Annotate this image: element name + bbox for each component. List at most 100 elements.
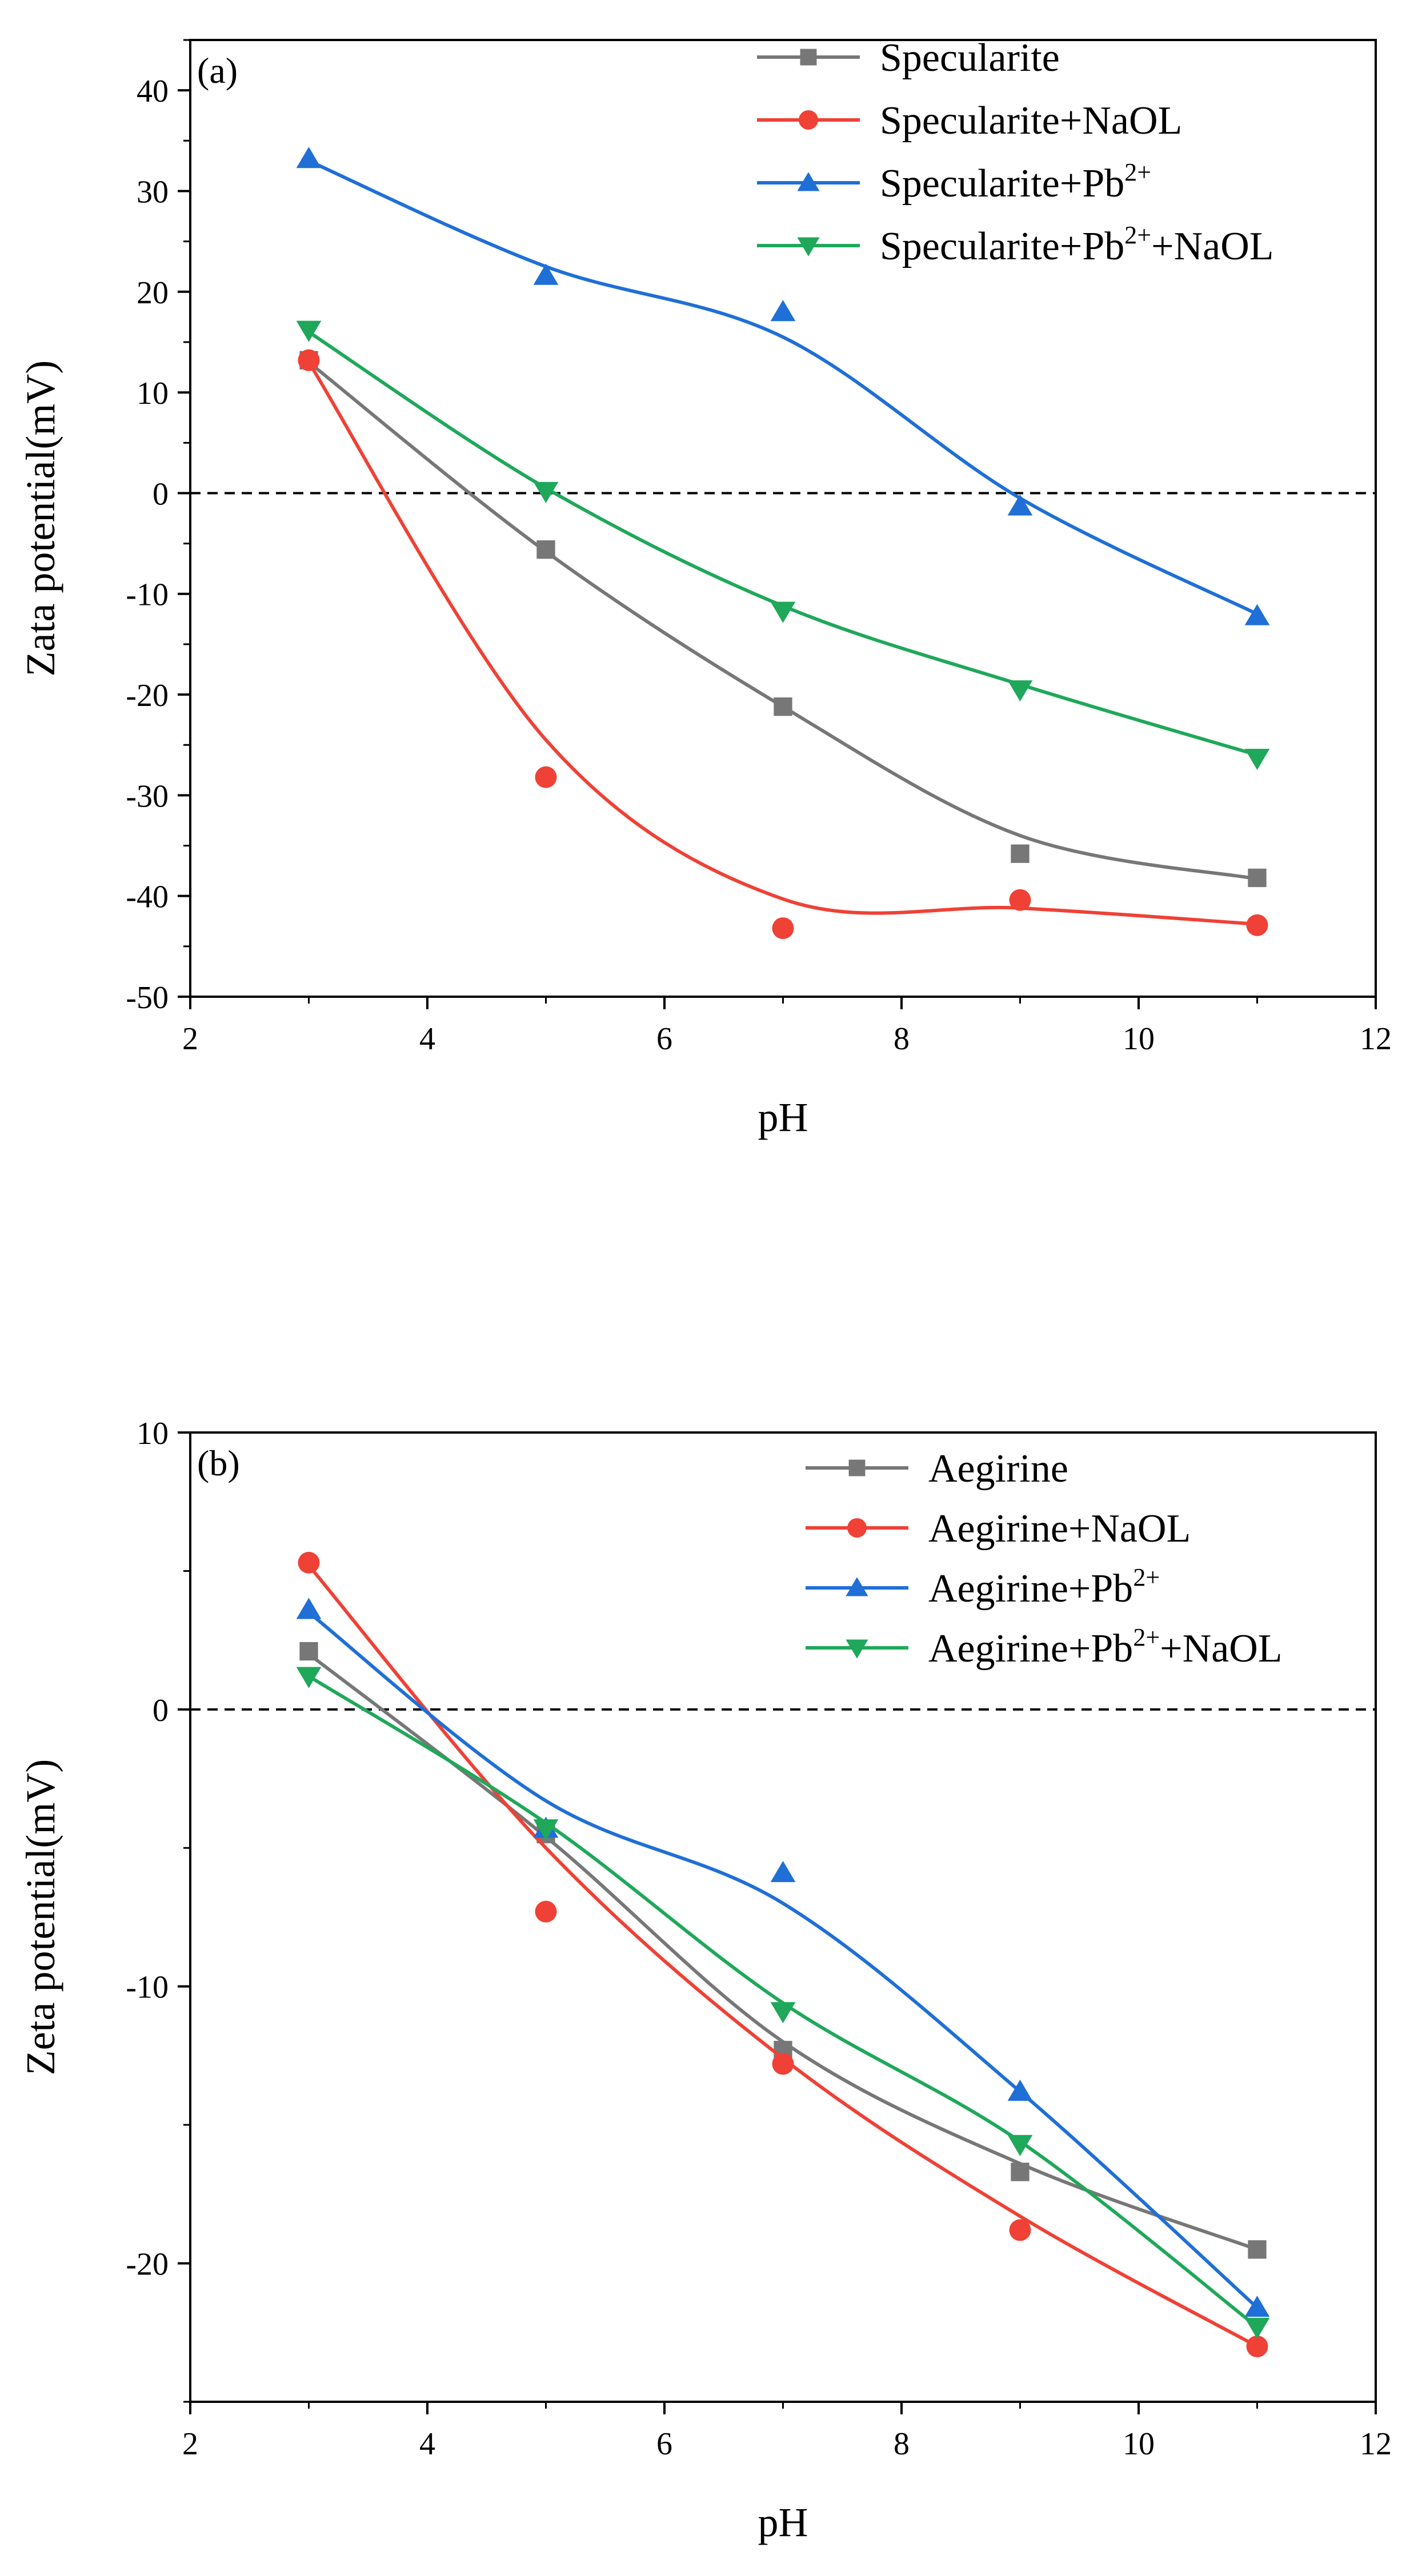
y-tick-label: -50 <box>126 980 169 1016</box>
legend-label: Aegirine <box>928 1447 1068 1491</box>
series-triangle-up <box>296 1598 1270 2317</box>
series-line <box>307 360 1258 881</box>
data-point <box>1009 2219 1031 2241</box>
series-circle <box>298 349 1268 940</box>
series-line <box>307 330 1258 757</box>
y-tick-label: -30 <box>126 779 169 814</box>
legend-label-superscript: 2+ <box>1124 221 1151 249</box>
legend-label-base: Aegirine+Pb <box>928 1627 1133 1671</box>
panel-label: (b) <box>197 1443 240 1483</box>
y-tick-label: -40 <box>126 880 169 915</box>
legend-label-superscript: 2+ <box>1124 158 1151 186</box>
data-point <box>298 349 320 371</box>
series-square <box>299 351 1267 888</box>
data-point <box>1007 494 1033 516</box>
legend-item: Aegirine+Pb2+ <box>806 1563 1160 1611</box>
y-axis-title: Zata potential(mV) <box>18 360 63 677</box>
data-point <box>1248 868 1267 888</box>
data-point <box>533 1819 559 1841</box>
data-point <box>770 2002 796 2024</box>
y-tick-label: -10 <box>126 1970 169 2005</box>
legend-label: Specularite+Pb2++NaOL <box>880 221 1274 268</box>
data-point <box>299 1642 318 1661</box>
legend-label-base: Specularite+NaOL <box>880 99 1182 143</box>
data-point <box>1246 914 1268 936</box>
legend-marker <box>799 110 818 130</box>
x-axis-title: pH <box>758 1094 808 1140</box>
series-line <box>307 1611 1259 2309</box>
legend-marker <box>846 1577 868 1596</box>
data-point <box>1244 2317 1270 2339</box>
x-tick-label: 4 <box>419 2426 435 2462</box>
data-point <box>1248 2240 1267 2259</box>
data-point <box>770 300 796 322</box>
legend-marker <box>800 49 817 66</box>
legend-label: Aegirine+Pb2++NaOL <box>928 1623 1283 1671</box>
y-tick-label: 0 <box>153 1693 169 1728</box>
series-triangle-down <box>296 1667 1270 2339</box>
x-tick-label: 6 <box>656 1021 672 1057</box>
y-tick-label: 0 <box>153 476 169 512</box>
data-point <box>1007 2080 1033 2101</box>
legend-label-superscript: 2+ <box>1133 1623 1160 1651</box>
series-triangle-up <box>296 147 1270 625</box>
x-tick-label: 2 <box>182 2426 198 2462</box>
x-tick-label: 12 <box>1360 2426 1392 2462</box>
x-tick-label: 12 <box>1360 1021 1392 1057</box>
data-point <box>533 482 559 503</box>
legend-marker <box>797 237 820 256</box>
data-point <box>296 1598 322 1619</box>
data-point <box>536 540 555 559</box>
x-tick-label: 8 <box>894 2426 910 2462</box>
data-point <box>298 1551 320 1574</box>
data-point <box>1011 2162 1030 2181</box>
legend-label-suffix: +NaOL <box>1151 224 1273 268</box>
legend-label-suffix: +NaOL <box>1160 1627 1282 1671</box>
x-tick-label: 4 <box>419 1021 435 1057</box>
data-point <box>296 147 322 168</box>
plot-frame <box>189 1431 1377 2403</box>
legend-item: Aegirine <box>806 1447 1068 1491</box>
data-point <box>1244 604 1270 625</box>
legend-item: Specularite+Pb2++NaOL <box>757 221 1274 268</box>
legend-label: Specularite <box>880 36 1060 80</box>
legend-marker <box>797 172 820 191</box>
panel-b: 2 4 6 8 10 12 -20 -10 0 10 pH Zeta potential(mV) (b)… <box>18 1416 1392 2545</box>
legend-marker <box>846 1639 868 1659</box>
series-line <box>307 1564 1258 2348</box>
data-point <box>1011 844 1030 863</box>
series-line <box>308 159 1258 616</box>
x-tick-label: 10 <box>1123 1021 1155 1057</box>
y-tick-label: 10 <box>137 1416 169 1451</box>
legend-label-superscript: 2+ <box>1133 1563 1160 1591</box>
panel-label: (a) <box>197 50 238 91</box>
x-tick-label: 10 <box>1123 2426 1155 2462</box>
data-point <box>535 766 557 788</box>
y-tick-label: -20 <box>126 2247 169 2282</box>
data-point <box>772 917 794 940</box>
legend-label-base: Aegirine+NaOL <box>928 1507 1191 1551</box>
legend-label: Aegirine+NaOL <box>928 1507 1191 1551</box>
data-point <box>1244 2296 1270 2317</box>
legend-label-base: Aegirine+Pb <box>928 1567 1133 1611</box>
data-point <box>770 601 796 623</box>
legend-item: Aegirine+Pb2++NaOL <box>806 1623 1283 1671</box>
data-point <box>774 697 792 716</box>
legend-label-base: Specularite+Pb <box>880 162 1124 206</box>
legend-marker <box>847 1518 867 1538</box>
data-point <box>1246 2336 1268 2358</box>
x-axis-title: pH <box>758 2499 808 2545</box>
y-tick-label: 30 <box>137 174 169 210</box>
legend-label: Specularite+NaOL <box>880 99 1182 143</box>
series-triangle-down <box>296 320 1270 771</box>
legend-label-base: Specularite <box>880 36 1060 80</box>
y-tick-label: -10 <box>126 577 169 613</box>
data-point <box>296 320 322 342</box>
data-point <box>533 263 559 285</box>
panel-a: 2 4 6 8 10 12 -50 -40 -30 -20 -10 0 10 20 30 40 pH Zata p… <box>18 36 1392 1140</box>
y-axis-title: Zeta potential(mV) <box>18 1759 63 2076</box>
data-point <box>1007 680 1033 702</box>
y-tick-label: 10 <box>137 376 169 411</box>
series-line <box>307 361 1257 926</box>
